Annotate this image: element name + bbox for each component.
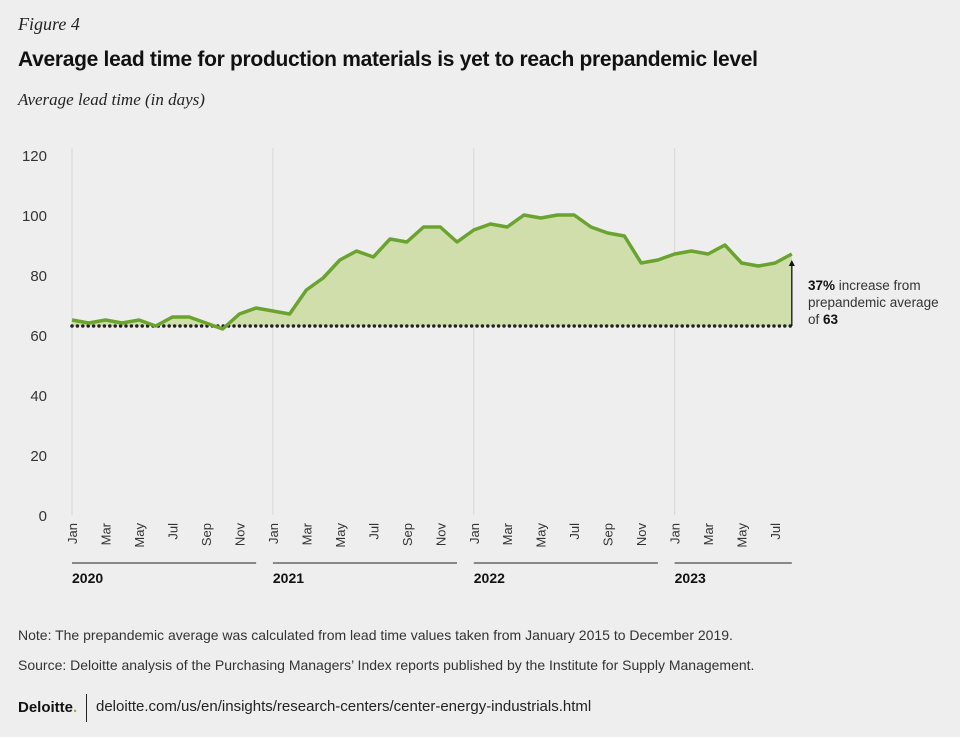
x-tick-label: Nov bbox=[634, 523, 649, 547]
year-label: 2022 bbox=[474, 570, 505, 586]
y-tick-label: 80 bbox=[30, 268, 47, 285]
x-tick-label: Jul bbox=[768, 523, 783, 540]
lead-time-line bbox=[71, 213, 793, 331]
chart-title: Average lead time for production materia… bbox=[18, 48, 758, 71]
url-link[interactable]: deloitte.com/us/en/insights/research-cen… bbox=[96, 698, 592, 715]
y-tick-label: 0 bbox=[39, 508, 47, 525]
x-tick-label: Jul bbox=[366, 523, 381, 540]
y-tick-label: 40 bbox=[30, 388, 47, 405]
source: Source: Deloitte analysis of the Purchas… bbox=[18, 657, 755, 673]
year-label: 2021 bbox=[273, 570, 304, 586]
deloitte-logo: Deloitte. bbox=[18, 699, 78, 716]
x-tick-label: Nov bbox=[232, 523, 247, 547]
x-tick-label: Sep bbox=[400, 523, 415, 546]
year-label: 2020 bbox=[72, 570, 103, 586]
annotation-line-2: prepandemic average bbox=[808, 295, 939, 310]
x-tick-label: Jan bbox=[65, 523, 80, 544]
x-tick-label: Mar bbox=[500, 522, 515, 545]
x-tick-label: Jan bbox=[266, 523, 281, 544]
x-tick-label: Sep bbox=[199, 523, 214, 546]
annotation-line-3: of 63 bbox=[808, 312, 839, 327]
x-tick-label: Jan bbox=[668, 523, 683, 544]
arrow-head-icon bbox=[788, 260, 795, 266]
year-label: 2023 bbox=[675, 570, 706, 586]
annotation-line-1: 37% increase from bbox=[808, 278, 921, 293]
x-tick-label: May bbox=[534, 523, 549, 548]
x-tick-label: Nov bbox=[433, 523, 448, 547]
x-tick-label: May bbox=[735, 523, 750, 548]
x-tick-label: May bbox=[132, 523, 147, 548]
divider bbox=[86, 694, 87, 722]
y-tick-label: 60 bbox=[30, 328, 47, 345]
y-tick-label: 20 bbox=[30, 448, 47, 465]
x-tick-label: Mar bbox=[701, 522, 716, 545]
area-fill bbox=[72, 215, 792, 329]
x-tick-label: Jan bbox=[467, 523, 482, 544]
x-tick-label: Mar bbox=[299, 522, 314, 545]
x-tick-label: May bbox=[333, 523, 348, 548]
lead-time-chart: 0 20 40 60 80 100 120 37% increase from prepande… bbox=[22, 148, 939, 586]
note: Note: The prepandemic average was calcul… bbox=[18, 627, 733, 643]
figure-label: Figure 4 bbox=[18, 14, 80, 34]
y-tick-label: 100 bbox=[22, 208, 47, 225]
x-tick-label: Jul bbox=[567, 523, 582, 540]
chart-subtitle: Average lead time (in days) bbox=[18, 90, 205, 109]
x-tick-label: Sep bbox=[601, 523, 616, 546]
x-tick-label: Mar bbox=[98, 522, 113, 545]
x-tick-label: Jul bbox=[165, 523, 180, 540]
y-tick-label: 120 bbox=[22, 148, 47, 165]
